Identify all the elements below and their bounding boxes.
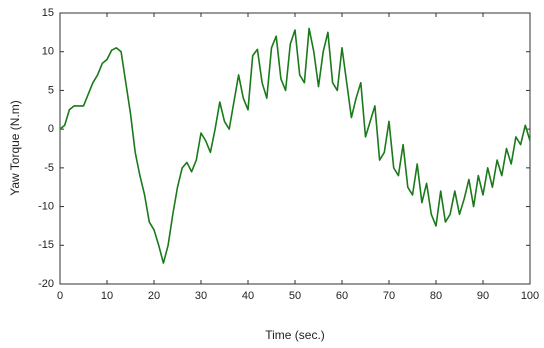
x-tick-label: 10 <box>101 290 113 302</box>
x-tick-label: 30 <box>195 290 207 302</box>
y-tick-label: -5 <box>44 162 54 174</box>
x-tick-label: 70 <box>383 290 395 302</box>
y-axis-title: Yaw Torque (N.m) <box>8 100 22 196</box>
y-tick-label: -15 <box>38 239 54 251</box>
x-tick-label: 20 <box>148 290 160 302</box>
y-tick-label: 0 <box>48 123 54 135</box>
x-tick-label: 50 <box>289 290 301 302</box>
y-tick-label: -20 <box>38 278 54 290</box>
x-axis-title: Time (sec.) <box>265 328 325 342</box>
x-tick-label: 80 <box>430 290 442 302</box>
x-tick-label: 0 <box>57 290 63 302</box>
y-tick-label: 5 <box>48 84 54 96</box>
y-tick-label: 10 <box>42 46 54 58</box>
x-tick-label: 60 <box>336 290 348 302</box>
x-tick-label: 90 <box>477 290 489 302</box>
y-tick-label: 15 <box>42 7 54 19</box>
plot-frame <box>59 12 531 285</box>
y-tick-label: -10 <box>38 200 54 212</box>
data-line <box>59 27 531 264</box>
x-tick-label: 100 <box>521 290 539 302</box>
x-tick-label: 40 <box>242 290 254 302</box>
